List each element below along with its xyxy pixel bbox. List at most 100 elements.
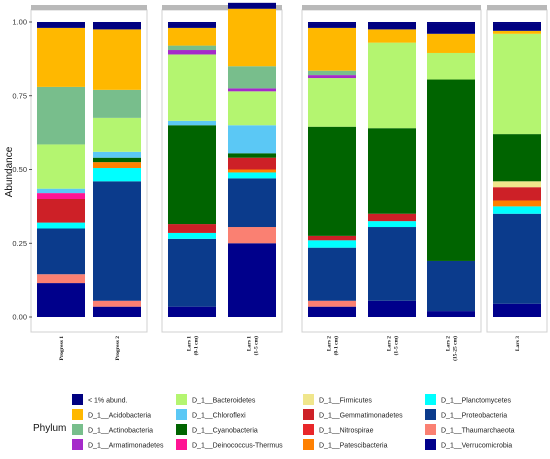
- bar-segment-verrucomicrobia-lars-2-15-25-cm: [427, 311, 475, 317]
- legend-swatch-d-1-verrucomicrobia: [425, 439, 436, 450]
- bar-segment-1-abund-lars-2-15-25-cm: [427, 23, 475, 34]
- legend: Phylum < 1% abund. D_1__Acidobacteria D_1_…: [33, 394, 515, 450]
- bar-segment-actinobacteria-lars-2-0-1-cm: [308, 70, 356, 76]
- facet-strip-3: [302, 5, 481, 10]
- bar-segment-acidobacteria-lars-2-1-5-cm: [368, 29, 416, 43]
- bar-segment-cyanobacteria-lars-1-0-1-cm: [168, 125, 216, 225]
- legend-swatch-d-1-planctomycetes: [425, 394, 436, 405]
- y-axis: 0.00 0.25 0.50 0.75 1.00: [12, 18, 32, 322]
- legend-swatch-d-1-nitrospirae: [303, 424, 314, 435]
- bar-segment-1-abund-lars-1-1-5-cm: [228, 2, 276, 9]
- bar-segment-chloroflexi-progress-2: [93, 151, 141, 158]
- x-label-lars-1-0-1-cm: Lars 1 (0-1 cm): [187, 336, 200, 356]
- bar-segment-planctomycetes-lars-1-0-1-cm: [168, 232, 216, 239]
- bar-segment-cyanobacteria-lars-3: [493, 134, 541, 182]
- bar-segment-patescibacteria-lars-1-1-5-cm: [228, 169, 276, 173]
- bar-segment-gemmatimonadetes-lars-2-1-5-cm: [368, 213, 416, 222]
- bar-segment-bacteroidetes-lars-1-0-1-cm: [168, 54, 216, 121]
- bar-segment-remainder-lars-2-0-1-cm: [308, 22, 356, 24]
- legend-label-d-1-thaumarchaeota: D_1__Thaumarchaeota: [441, 428, 515, 435]
- bar-segment-verrucomicrobia-lars-2-1-5-cm: [368, 300, 416, 317]
- x-label-lars-3: Lars 3: [515, 336, 521, 351]
- legend-swatch-d-1-acidobacteria: [72, 409, 83, 420]
- bar-segment-1-abund-lars-2-0-1-cm: [308, 23, 356, 28]
- facet-strip-2: [162, 5, 282, 10]
- bar-segment-1-abund-lars-2-1-5-cm: [368, 22, 416, 30]
- bar-segment-proteobacteria-lars-2-0-1-cm: [308, 247, 356, 301]
- bar-segment-bacteroidetes-lars-2-0-1-cm: [308, 78, 356, 127]
- x-label-line: (15-25 cm): [452, 336, 459, 361]
- legend-label-d-1-planctomycetes: D_1__Planctomycetes: [441, 398, 512, 405]
- bar-segment-bacteroidetes-lars-2-15-25-cm: [427, 52, 475, 80]
- bar-segment-planctomycetes-progress-1: [37, 222, 85, 229]
- legend-swatch-d-1-gemmatimonadetes: [303, 409, 314, 420]
- bar-segment-cyanobacteria-lars-2-1-5-cm: [368, 128, 416, 214]
- legend-label-d-1-cyanobacteria: D_1__Cyanobacteria: [192, 428, 258, 435]
- bar-segment-actinobacteria-progress-2: [93, 89, 141, 118]
- bar-segment-proteobacteria-lars-1-0-1-cm: [168, 238, 216, 307]
- x-label-line: Lars 2: [387, 336, 393, 351]
- bar-segment-remainder-lars-2-15-25-cm: [427, 22, 475, 24]
- x-label-lars-2-1-5-cm: Lars 2 (1-5 cm): [387, 336, 400, 356]
- bar-segment-cyanobacteria-lars-1-1-5-cm: [228, 153, 276, 158]
- bar-segment-planctomycetes-progress-2: [93, 168, 141, 182]
- bars: [37, 2, 541, 317]
- y-tick-label: 0.25: [12, 239, 27, 248]
- x-label-line: (0-1 cm): [193, 336, 200, 356]
- bar-segment-gemmatimonadetes-lars-2-0-1-cm: [308, 235, 356, 241]
- legend-label-d-1-firmicutes: D_1__Firmicutes: [319, 398, 372, 405]
- bar-segment-remainder-lars-3: [493, 22, 541, 24]
- x-label-progress-2: Progress 2: [115, 336, 121, 361]
- y-tick-label: 0.75: [12, 91, 27, 100]
- bar-segment-cyanobacteria-progress-2: [93, 157, 141, 163]
- y-axis-title: Abundance: [4, 146, 15, 197]
- legend-label-d-1-deinococcus-thermus: D_1__Deinococcus-Thermus: [192, 443, 283, 450]
- bar-segment-armatimonadetes-lars-2-0-1-cm: [308, 75, 356, 79]
- bar-segment-thaumarchaeota-progress-2: [93, 300, 141, 307]
- x-label-line: (1-5 cm): [393, 336, 400, 356]
- legend-label-d-1-nitrospirae: D_1__Nitrospirae: [319, 428, 374, 435]
- bar-segment-proteobacteria-progress-1: [37, 228, 85, 275]
- legend-swatch-d-1-chloroflexi: [176, 409, 187, 420]
- x-label-lars-1-1-5-cm: Lars 1 (1-5 cm): [247, 336, 260, 356]
- bar-segment-bacteroidetes-progress-1: [37, 144, 85, 189]
- bar-segment-thaumarchaeota-lars-2-0-1-cm: [308, 300, 356, 307]
- legend-swatch-d-1-cyanobacteria: [176, 424, 187, 435]
- legend-label-d-1-gemmatimonadetes: D_1__Gemmatimonadetes: [319, 413, 403, 420]
- legend-label-d-1-proteobacteria: D_1__Proteobacteria: [441, 413, 507, 420]
- bar-segment-1-abund-progress-1: [37, 22, 85, 28]
- bar-segment-proteobacteria-progress-2: [93, 181, 141, 301]
- legend-swatch-d-1-deinococcus-thermus: [176, 439, 187, 450]
- x-label-lars-2-0-1-cm: Lars 2 (0-1 cm): [327, 336, 340, 356]
- y-tick-label: 1.00: [12, 18, 27, 27]
- bar-segment-patescibacteria-lars-3: [493, 200, 541, 207]
- bar-segment-bacteroidetes-lars-1-1-5-cm: [228, 91, 276, 126]
- bar-segment-thaumarchaeota-progress-1: [37, 274, 85, 284]
- y-tick-label: 0.00: [12, 313, 27, 322]
- legend-swatch-d-1-bacteroidetes: [176, 394, 187, 405]
- x-label-lars-2-15-25-cm: Lars 2 (15-25 cm): [446, 336, 459, 361]
- legend-swatch-1-abund: [72, 394, 83, 405]
- facet-strip-4: [487, 5, 547, 10]
- bar-segment-bacteroidetes-lars-2-1-5-cm: [368, 42, 416, 129]
- legend-label-d-1-armatimonadetes: D_1__Armatimonadetes: [88, 443, 164, 450]
- bar-segment-verrucomicrobia-progress-1: [37, 283, 85, 317]
- bar-segment-cyanobacteria-lars-2-0-1-cm: [308, 126, 356, 236]
- bar-segment-verrucomicrobia-lars-2-0-1-cm: [308, 306, 356, 317]
- x-label-progress-1: Progress 1: [59, 336, 65, 361]
- x-label-line: Lars 1: [247, 336, 253, 351]
- legend-swatch-d-1-armatimonadetes: [72, 439, 83, 450]
- bar-segment-1-abund-progress-2: [93, 22, 141, 30]
- legend-label-d-1-bacteroidetes: D_1__Bacteroidetes: [192, 398, 256, 405]
- bar-segment-firmicutes-lars-3: [493, 181, 541, 188]
- bar-segment-1-abund-lars-1-0-1-cm: [168, 23, 216, 28]
- x-label-line: Progress 2: [115, 336, 121, 361]
- legend-swatch-d-1-firmicutes: [303, 394, 314, 405]
- bar-segment-chloroflexi-progress-1: [37, 188, 85, 194]
- bar-segment-planctomycetes-lars-1-1-5-cm: [228, 172, 276, 179]
- bar-segment-actinobacteria-lars-1-1-5-cm: [228, 66, 276, 89]
- bar-segment-planctomycetes-lars-2-0-1-cm: [308, 240, 356, 248]
- x-label-line: Progress 1: [59, 336, 65, 361]
- legend-label-d-1-actinobacteria: D_1__Actinobacteria: [88, 428, 153, 435]
